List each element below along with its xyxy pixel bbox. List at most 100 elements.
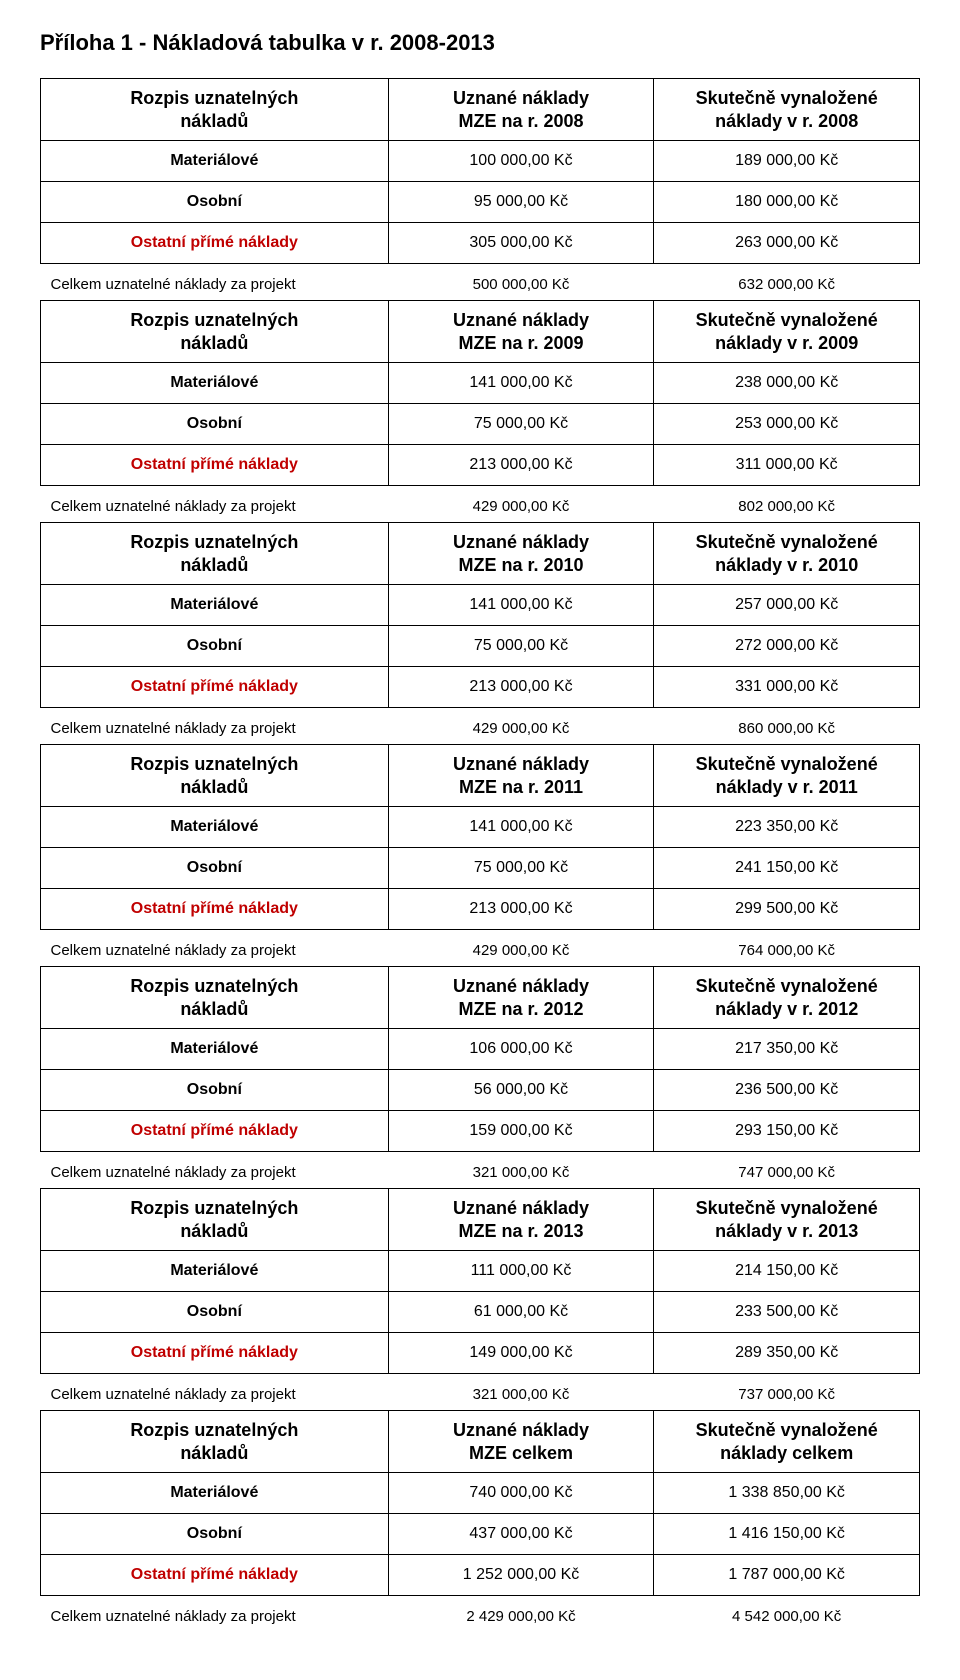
label-celkem: Celkem uznatelné náklady za projekt: [41, 930, 389, 967]
header-col1-line1: Rozpis uznatelných: [51, 531, 378, 554]
row-materialove: Materiálové141 000,00 Kč257 000,00 Kč: [41, 585, 920, 626]
celkem-mze: 429 000,00 Kč: [388, 486, 654, 523]
celkem-skut: 747 000,00 Kč: [654, 1152, 920, 1189]
ostatni-skut: 311 000,00 Kč: [654, 445, 920, 486]
row-ostatni: Ostatní přímé náklady1 252 000,00 Kč1 78…: [41, 1555, 920, 1596]
label-osobni: Osobní: [41, 626, 389, 667]
label-materialove: Materiálové: [41, 141, 389, 182]
label-osobni: Osobní: [41, 404, 389, 445]
ostatni-skut: 289 350,00 Kč: [654, 1333, 920, 1374]
row-osobni: Osobní75 000,00 Kč253 000,00 Kč: [41, 404, 920, 445]
osobni-mze: 95 000,00 Kč: [388, 182, 654, 223]
header-col3-line2: náklady v r. 2010: [664, 554, 909, 577]
osobni-mze: 75 000,00 Kč: [388, 626, 654, 667]
header-col1-line2: nákladů: [51, 1220, 378, 1243]
row-celkem: Celkem uznatelné náklady za projekt429 0…: [41, 930, 920, 967]
label-osobni: Osobní: [41, 848, 389, 889]
year-header-row: Rozpis uznatelnýchnákladůUznané nákladyM…: [41, 967, 920, 1029]
header-col3-line1: Skutečně vynaložené: [664, 87, 909, 110]
ostatni-mze: 213 000,00 Kč: [388, 667, 654, 708]
celkem-mze: 321 000,00 Kč: [388, 1374, 654, 1411]
header-col1-line1: Rozpis uznatelných: [51, 753, 378, 776]
row-materialove: Materiálové141 000,00 Kč223 350,00 Kč: [41, 807, 920, 848]
label-materialove: Materiálové: [41, 1029, 389, 1070]
osobni-mze: 437 000,00 Kč: [388, 1514, 654, 1555]
header-col3-line2: náklady v r. 2008: [664, 110, 909, 133]
header-col3-line2: náklady v r. 2009: [664, 332, 909, 355]
header-col2: Uznané nákladyMZE na r. 2010: [388, 523, 654, 585]
header-col3-line2: náklady v r. 2013: [664, 1220, 909, 1243]
cost-table: Rozpis uznatelnýchnákladůUznané nákladyM…: [40, 78, 920, 1632]
materialove-mze: 111 000,00 Kč: [388, 1251, 654, 1292]
row-osobni: Osobní56 000,00 Kč236 500,00 Kč: [41, 1070, 920, 1111]
celkem-mze: 429 000,00 Kč: [388, 930, 654, 967]
header-col3-line2: náklady v r. 2012: [664, 998, 909, 1021]
materialove-mze: 141 000,00 Kč: [388, 363, 654, 404]
label-ostatni: Ostatní přímé náklady: [41, 445, 389, 486]
row-osobni: Osobní75 000,00 Kč272 000,00 Kč: [41, 626, 920, 667]
header-col2-line1: Uznané náklady: [399, 1419, 644, 1442]
row-materialove: Materiálové100 000,00 Kč189 000,00 Kč: [41, 141, 920, 182]
osobni-skut: 1 416 150,00 Kč: [654, 1514, 920, 1555]
year-header-row: Rozpis uznatelnýchnákladůUznané nákladyM…: [41, 523, 920, 585]
row-materialove: Materiálové740 000,00 Kč1 338 850,00 Kč: [41, 1473, 920, 1514]
celkem-mze: 429 000,00 Kč: [388, 708, 654, 745]
header-col1-line2: nákladů: [51, 1442, 378, 1465]
year-header-row: Rozpis uznatelnýchnákladůUznané nákladyM…: [41, 301, 920, 363]
celkem-mze: 2 429 000,00 Kč: [388, 1596, 654, 1633]
label-osobni: Osobní: [41, 182, 389, 223]
header-col2-line2: MZE na r. 2009: [399, 332, 644, 355]
header-col1: Rozpis uznatelnýchnákladů: [41, 967, 389, 1029]
osobni-mze: 56 000,00 Kč: [388, 1070, 654, 1111]
header-col2: Uznané nákladyMZE na r. 2009: [388, 301, 654, 363]
label-celkem: Celkem uznatelné náklady za projekt: [41, 486, 389, 523]
header-col1-line2: nákladů: [51, 998, 378, 1021]
row-ostatni: Ostatní přímé náklady149 000,00 Kč289 35…: [41, 1333, 920, 1374]
row-ostatni: Ostatní přímé náklady213 000,00 Kč331 00…: [41, 667, 920, 708]
header-col3-line2: náklady celkem: [664, 1442, 909, 1465]
materialove-skut: 1 338 850,00 Kč: [654, 1473, 920, 1514]
header-col1-line1: Rozpis uznatelných: [51, 1197, 378, 1220]
header-col3-line1: Skutečně vynaložené: [664, 975, 909, 998]
materialove-skut: 217 350,00 Kč: [654, 1029, 920, 1070]
header-col2: Uznané nákladyMZE na r. 2012: [388, 967, 654, 1029]
page-title: Příloha 1 - Nákladová tabulka v r. 2008-…: [40, 30, 920, 56]
header-col2-line2: MZE na r. 2008: [399, 110, 644, 133]
header-col3: Skutečně vynaloženénáklady v r. 2012: [654, 967, 920, 1029]
header-col2-line1: Uznané náklady: [399, 753, 644, 776]
header-col2-line2: MZE celkem: [399, 1442, 644, 1465]
header-col3: Skutečně vynaloženénáklady v r. 2008: [654, 79, 920, 141]
row-ostatni: Ostatní přímé náklady213 000,00 Kč311 00…: [41, 445, 920, 486]
celkem-skut: 764 000,00 Kč: [654, 930, 920, 967]
header-col2: Uznané nákladyMZE na r. 2008: [388, 79, 654, 141]
header-col3: Skutečně vynaloženénáklady v r. 2011: [654, 745, 920, 807]
header-col1-line1: Rozpis uznatelných: [51, 87, 378, 110]
materialove-skut: 257 000,00 Kč: [654, 585, 920, 626]
osobni-skut: 233 500,00 Kč: [654, 1292, 920, 1333]
celkem-skut: 4 542 000,00 Kč: [654, 1596, 920, 1633]
header-col3: Skutečně vynaloženénáklady v r. 2010: [654, 523, 920, 585]
materialove-mze: 141 000,00 Kč: [388, 585, 654, 626]
label-celkem: Celkem uznatelné náklady za projekt: [41, 1374, 389, 1411]
label-osobni: Osobní: [41, 1070, 389, 1111]
header-col1: Rozpis uznatelnýchnákladů: [41, 79, 389, 141]
header-col1: Rozpis uznatelnýchnákladů: [41, 301, 389, 363]
ostatni-mze: 1 252 000,00 Kč: [388, 1555, 654, 1596]
header-col3-line1: Skutečně vynaložené: [664, 309, 909, 332]
label-materialove: Materiálové: [41, 585, 389, 626]
header-col2: Uznané nákladyMZE na r. 2011: [388, 745, 654, 807]
year-header-row: Rozpis uznatelnýchnákladůUznané nákladyM…: [41, 1189, 920, 1251]
label-celkem: Celkem uznatelné náklady za projekt: [41, 1596, 389, 1633]
materialove-mze: 740 000,00 Kč: [388, 1473, 654, 1514]
row-materialove: Materiálové111 000,00 Kč214 150,00 Kč: [41, 1251, 920, 1292]
row-osobni: Osobní75 000,00 Kč241 150,00 Kč: [41, 848, 920, 889]
materialove-skut: 189 000,00 Kč: [654, 141, 920, 182]
header-col3-line1: Skutečně vynaložené: [664, 753, 909, 776]
label-materialove: Materiálové: [41, 1473, 389, 1514]
header-col1: Rozpis uznatelnýchnákladů: [41, 1189, 389, 1251]
header-col3-line2: náklady v r. 2011: [664, 776, 909, 799]
header-col2-line2: MZE na r. 2011: [399, 776, 644, 799]
ostatni-mze: 305 000,00 Kč: [388, 223, 654, 264]
header-col2: Uznané nákladyMZE na r. 2013: [388, 1189, 654, 1251]
ostatni-mze: 159 000,00 Kč: [388, 1111, 654, 1152]
